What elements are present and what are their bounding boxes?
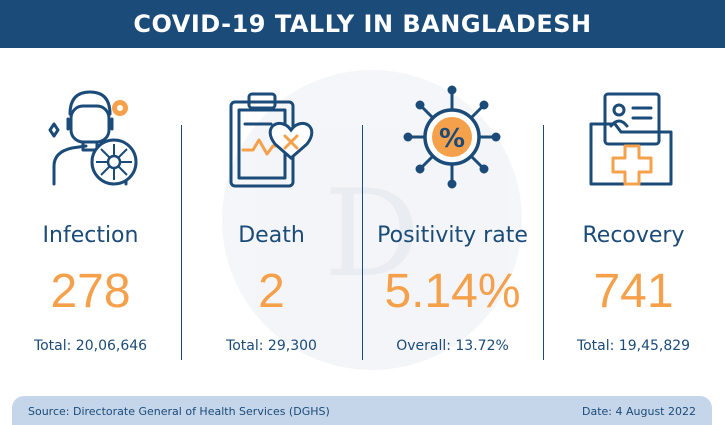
stat-infection: Infection 278 Total: 20,06,646 [0,80,181,370]
stat-total: Overall: 13.72% [396,338,509,354]
footer: Source: Directorate General of Health Se… [12,396,712,425]
stat-label: Recovery [582,223,685,248]
divider [181,125,182,360]
stat-value: 741 [593,265,674,318]
stat-label: Positivity rate [377,223,528,248]
divider [362,125,363,360]
date-text: Date: 4 August 2022 [582,405,696,418]
stat-total: Total: 19,45,829 [576,338,691,354]
divider [543,125,544,360]
stat-label: Death [238,223,305,248]
stat-label: Infection [42,223,139,248]
medical-folder-icon [589,92,673,186]
infection-icon [48,90,138,186]
svg-text:%: % [439,124,465,154]
virus-percent-icon: % [403,85,501,189]
stat-value: 2 [258,265,285,318]
stat-total: Total: 29,300 [226,338,317,354]
stat-positivity-rate: % Positivity rate 5.14% Overall: 13.72% [362,80,543,370]
stat-recovery: Recovery 741 Total: 19,45,829 [543,80,724,370]
stat-total: Total: 20,06,646 [33,338,148,354]
page-title: COVID-19 TALLY IN BANGLADESH [0,0,725,48]
watermark-letter: D [323,165,421,304]
stat-value: 278 [50,265,131,318]
stat-value: 5.14% [384,265,521,318]
source-text: Source: Directorate General of Health Se… [28,405,330,418]
stat-death: Death 2 Total: 29,300 [181,80,362,370]
clipboard-heart-icon [229,92,314,188]
